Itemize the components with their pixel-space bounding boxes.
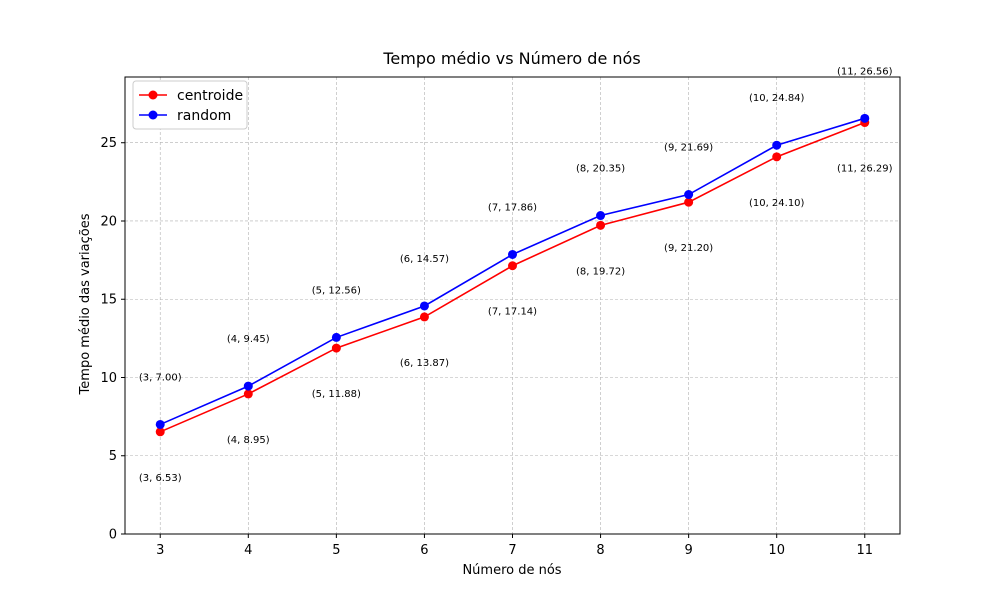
data-label-centroide: (3, 6.53) bbox=[139, 473, 182, 484]
data-point-centroide bbox=[331, 343, 341, 353]
legend-label-random: random bbox=[177, 108, 231, 124]
point-labels: (3, 6.53) (4, 8.95) (5, 11.88) (6, 13.87) (7… bbox=[139, 66, 893, 483]
y-tick-label: 25 bbox=[100, 136, 117, 151]
y-tick-label: 0 bbox=[109, 528, 117, 543]
data-label-centroide: (10, 24.10) bbox=[749, 198, 805, 209]
y-tick-label: 5 bbox=[109, 449, 117, 464]
data-point-centroide bbox=[596, 220, 606, 230]
x-tick-label: 9 bbox=[684, 543, 692, 558]
y-tick-label: 10 bbox=[100, 371, 117, 386]
series-layer bbox=[155, 113, 870, 437]
data-label-random: (4, 9.45) bbox=[227, 334, 270, 345]
data-point-random bbox=[243, 381, 253, 391]
data-point-random bbox=[155, 419, 165, 429]
data-label-centroide: (8, 19.72) bbox=[576, 266, 625, 277]
legend: centroide random bbox=[132, 80, 248, 130]
data-label-centroide: (7, 17.14) bbox=[488, 307, 537, 318]
data-point-random bbox=[684, 190, 694, 200]
x-tick-label: 6 bbox=[420, 543, 428, 558]
data-point-centroide bbox=[155, 427, 165, 437]
x-tick-label: 10 bbox=[768, 543, 785, 558]
y-tick-label: 20 bbox=[100, 214, 117, 229]
legend-frame bbox=[132, 80, 248, 130]
data-label-centroide: (9, 21.20) bbox=[664, 243, 713, 254]
x-tick-label: 5 bbox=[332, 543, 340, 558]
data-point-random bbox=[596, 211, 606, 221]
data-point-random bbox=[508, 249, 517, 259]
data-point-centroide bbox=[243, 389, 253, 399]
data-label-random: (6, 14.57) bbox=[400, 254, 449, 265]
x-tick-label: 7 bbox=[508, 543, 516, 558]
data-label-random: (7, 17.86) bbox=[488, 202, 537, 213]
data-point-random bbox=[331, 332, 341, 342]
y-axis-label: Tempo médio das variações bbox=[78, 213, 93, 395]
x-tick-label: 8 bbox=[596, 543, 604, 558]
legend-marker-centroide bbox=[148, 90, 158, 100]
data-point-centroide bbox=[508, 261, 517, 271]
grid bbox=[125, 77, 900, 535]
data-label-random: (3, 7.00) bbox=[139, 372, 182, 383]
y-tick-label: 15 bbox=[100, 293, 117, 308]
data-label-centroide: (6, 13.87) bbox=[400, 358, 449, 369]
data-label-centroide: (11, 26.29) bbox=[837, 164, 893, 175]
x-tick-label: 3 bbox=[156, 543, 164, 558]
data-label-random: (10, 24.84) bbox=[749, 93, 805, 104]
x-axis-label: Número de nós bbox=[462, 563, 561, 578]
data-label-centroide: (4, 8.95) bbox=[227, 435, 270, 446]
data-point-centroide bbox=[419, 312, 429, 322]
legend-label-centroide: centroide bbox=[177, 88, 243, 104]
plot-frame bbox=[124, 76, 901, 535]
data-point-random bbox=[772, 140, 782, 150]
chart-title: Tempo médio vs Número de nós bbox=[382, 49, 640, 68]
legend-marker-random bbox=[148, 110, 158, 120]
data-point-centroide bbox=[684, 197, 694, 207]
data-label-random: (9, 21.69) bbox=[664, 143, 713, 154]
data-label-random: (8, 20.35) bbox=[576, 164, 625, 175]
data-label-random: (5, 12.56) bbox=[312, 285, 361, 296]
data-label-centroide: (5, 11.88) bbox=[312, 389, 361, 400]
axes: 3 4 5 6 7 8 9 10 11 0 5 10 15 20 25 bbox=[100, 76, 901, 558]
data-point-random bbox=[860, 113, 870, 123]
x-tick-label: 4 bbox=[244, 543, 252, 558]
data-point-centroide bbox=[772, 152, 782, 162]
x-tick-label: 11 bbox=[856, 543, 873, 558]
data-label-random: (11, 26.56) bbox=[837, 66, 893, 77]
data-point-random bbox=[419, 301, 429, 311]
